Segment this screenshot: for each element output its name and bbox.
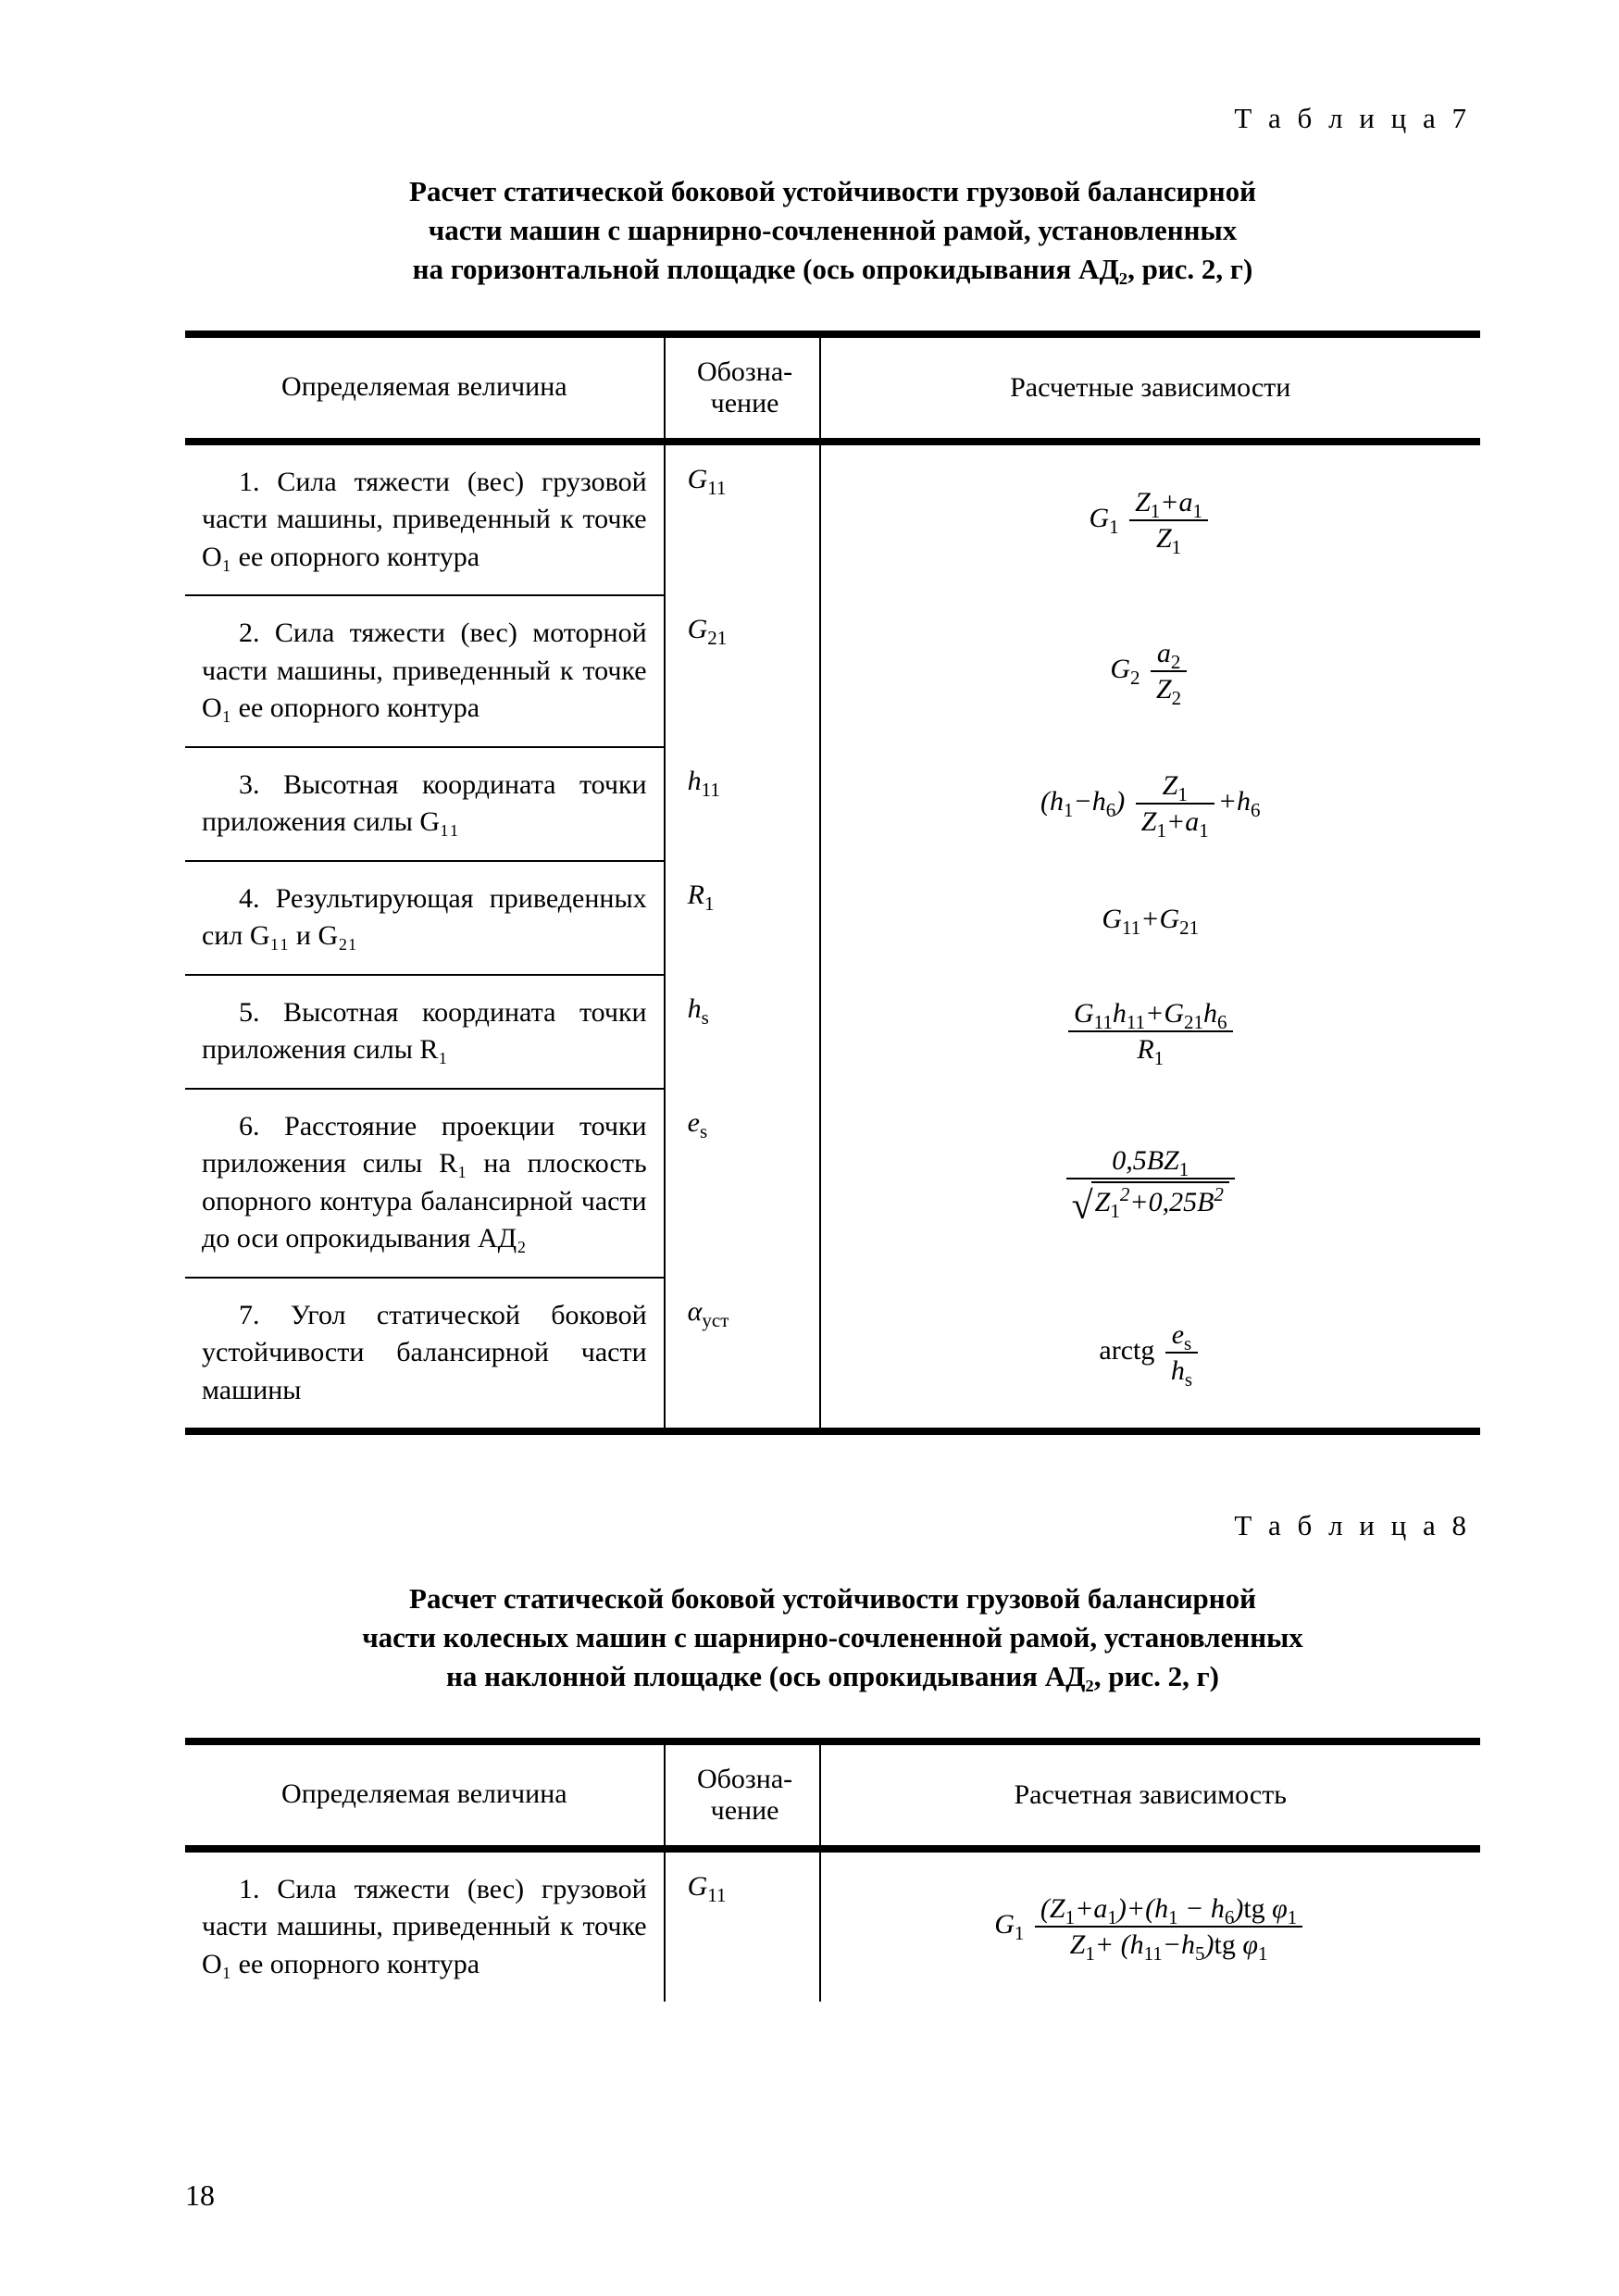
row-description: 7. Угол статической боковой устойчивости… xyxy=(185,1278,665,1432)
row-description: 3. Высотная координата точки приложения … xyxy=(185,747,665,861)
table7-header-formula: Расчетные зависимости xyxy=(820,334,1481,442)
row-formula: G11h11+G21h6R1 xyxy=(820,975,1481,1089)
row-symbol: R1 xyxy=(665,861,820,975)
table-row: 3. Высотная координата точки приложения … xyxy=(185,747,1480,861)
row-symbol: G11 xyxy=(665,442,820,596)
row-description: 2. Сила тяжести (вес) моторной части маш… xyxy=(185,595,665,747)
row-description: 5. Высотная координата точки приложения … xyxy=(185,975,665,1089)
row-description: 1. Сила тяжести (вес) грузовой части маш… xyxy=(185,1849,665,2003)
row-formula: (h1−h6) Z1Z1+a1+h6 xyxy=(820,747,1481,861)
row-symbol: es xyxy=(665,1089,820,1278)
table-row: 6. Расстояние проекции точки приложения … xyxy=(185,1089,1480,1278)
caption-line: Расчет статической боковой устойчивости … xyxy=(409,175,1256,207)
table8-header-sym: Обозна- чение xyxy=(665,1741,820,1849)
table8: Определяемая величина Обозна- чение Расч… xyxy=(185,1738,1480,2003)
table8-caption: Расчет статической боковой устойчивости … xyxy=(241,1579,1425,1696)
caption-line: части колесных машин с шарнирно-сочленен… xyxy=(362,1621,1303,1653)
table-row: 1. Сила тяжести (вес) грузовой части маш… xyxy=(185,442,1480,596)
table7-label: Т а б л и ц а 7 xyxy=(185,102,1480,135)
row-formula: 0,5BZ1√Z12+0,25B2 xyxy=(820,1089,1481,1278)
table-row: 5. Высотная координата точки приложения … xyxy=(185,975,1480,1089)
page-number: 18 xyxy=(185,2178,215,2213)
row-symbol: h11 xyxy=(665,747,820,861)
table7: Определяемая величина Обозна- чение Расч… xyxy=(185,331,1480,1436)
table-row: 2. Сила тяжести (вес) моторной части маш… xyxy=(185,595,1480,747)
row-description: 1. Сила тяжести (вес) грузовой части маш… xyxy=(185,442,665,596)
row-formula: G2 a2Z2 xyxy=(820,595,1481,747)
table-row: 7. Угол статической боковой устойчивости… xyxy=(185,1278,1480,1432)
table8-header-desc: Определяемая величина xyxy=(185,1741,665,1849)
table7-header-sym: Обозна- чение xyxy=(665,334,820,442)
table8-header-formula: Расчетная зависимость xyxy=(820,1741,1481,1849)
row-description: 4. Результирующая приведенных сил G₁₁ и … xyxy=(185,861,665,975)
row-formula: G11+G21 xyxy=(820,861,1481,975)
row-symbol: G11 xyxy=(665,1849,820,2003)
row-symbol: hs xyxy=(665,975,820,1089)
table8-label: Т а б л и ц а 8 xyxy=(185,1509,1480,1542)
caption-line: Расчет статической боковой устойчивости … xyxy=(409,1582,1256,1615)
table-row: 1. Сила тяжести (вес) грузовой части маш… xyxy=(185,1849,1480,2003)
caption-line: части машин с шарнирно-сочлененной рамой… xyxy=(429,214,1237,246)
table7-caption: Расчет статической боковой устойчивости … xyxy=(241,172,1425,289)
row-symbol: αуст xyxy=(665,1278,820,1432)
row-description: 6. Расстояние проекции точки приложения … xyxy=(185,1089,665,1278)
row-formula: G1 (Z1+a1)+(h1 − h6)tg φ1Z1+ (h11−h5)tg … xyxy=(820,1849,1481,2003)
table-row: 4. Результирующая приведенных сил G₁₁ и … xyxy=(185,861,1480,975)
row-formula: G1 Z1+a1Z1 xyxy=(820,442,1481,596)
row-formula: arctg eshs xyxy=(820,1278,1481,1432)
caption-line: на горизонтальной площадке (ось опрокиды… xyxy=(413,253,1253,285)
row-symbol: G21 xyxy=(665,595,820,747)
table8-body: 1. Сила тяжести (вес) грузовой части маш… xyxy=(185,1849,1480,2003)
caption-line: на наклонной площадке (ось опрокидывания… xyxy=(446,1660,1219,1692)
table7-body: 1. Сила тяжести (вес) грузовой части маш… xyxy=(185,442,1480,1432)
table7-header-desc: Определяемая величина xyxy=(185,334,665,442)
